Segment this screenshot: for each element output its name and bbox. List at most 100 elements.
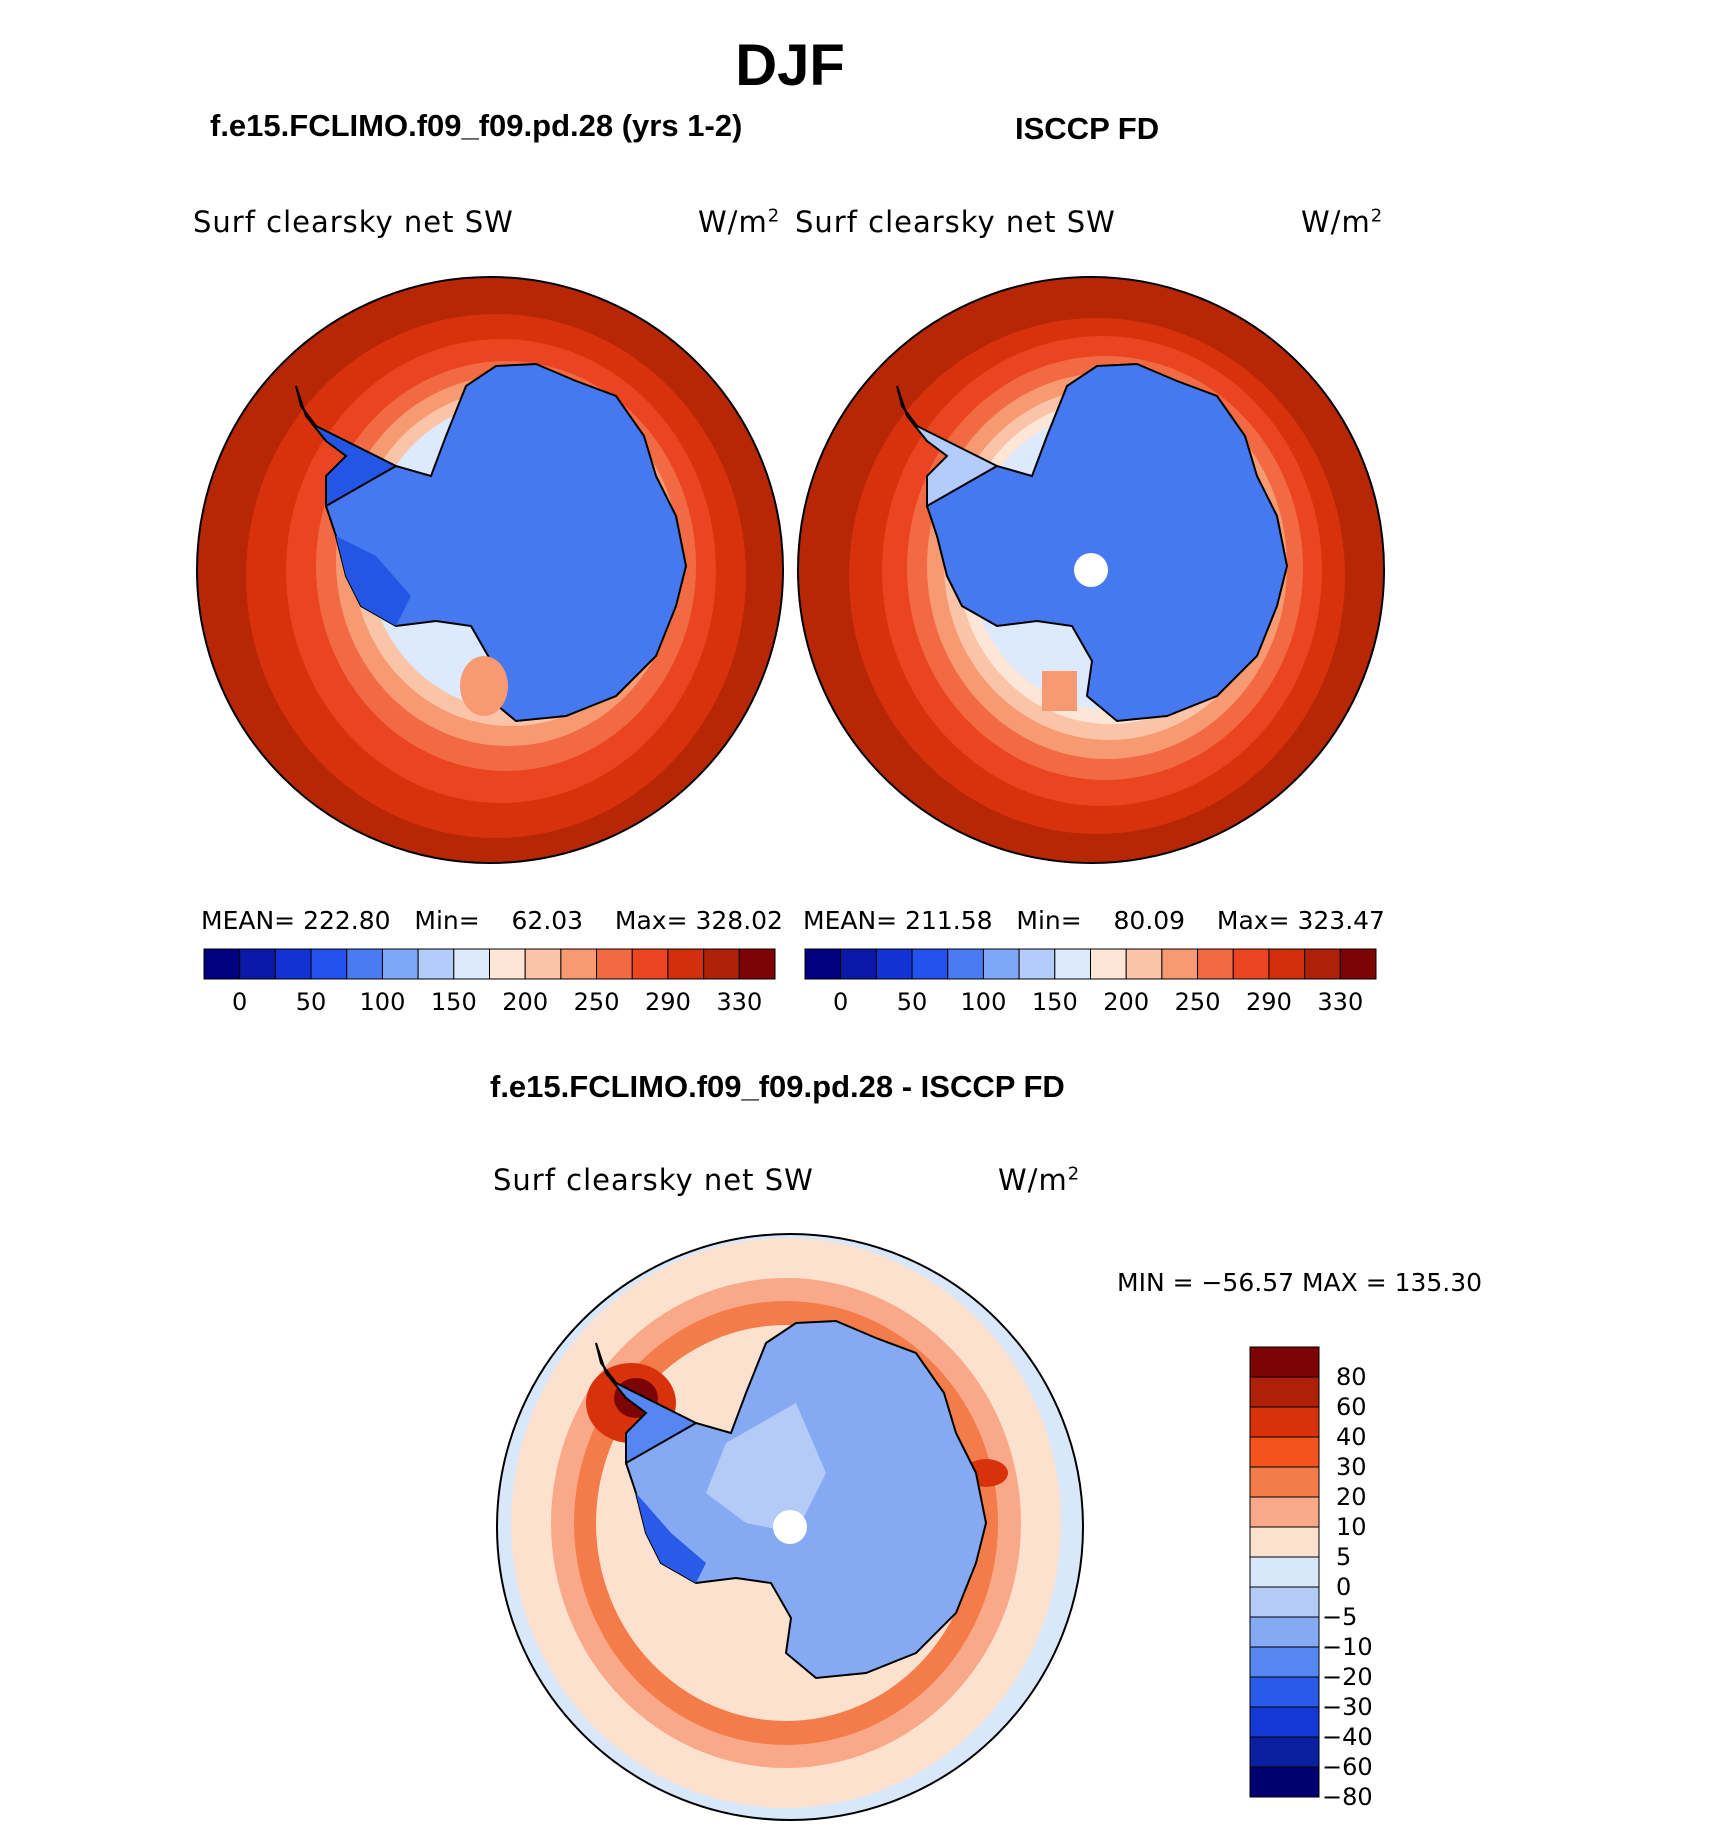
- model-colorbar-tick-label: 330: [716, 988, 763, 1016]
- model-colorbar-tick-label: 100: [359, 988, 406, 1016]
- obs-pole-hole: [1074, 553, 1108, 587]
- obs-variable-label: Surf clearsky net SW: [795, 205, 1116, 239]
- diff-colorbar-box: [1249, 1376, 1320, 1408]
- obs-colorbar-box: [1161, 948, 1199, 980]
- obs-colorbar-box: [840, 948, 877, 980]
- diff-colorbar-tick-label: −60: [1322, 1753, 1373, 1781]
- obs-ross-anomaly: [1042, 671, 1077, 711]
- diff-colorbar-box: [1249, 1706, 1320, 1738]
- diff-colorbar-tick-label: 40: [1336, 1423, 1367, 1451]
- diff-colorbar-tick-label: −20: [1322, 1663, 1373, 1691]
- diff-polar-map: [496, 1233, 1084, 1821]
- obs-colorbar-box: [1232, 948, 1270, 980]
- model-colorbar-box: [274, 948, 312, 980]
- obs-colorbar-tick-label: 330: [1317, 988, 1364, 1016]
- model-colorbar-tick-label: 200: [502, 988, 549, 1016]
- model-stats: MEAN= 222.80 Min= 62.03 Max= 328.02: [201, 906, 783, 935]
- model-wedge: [336, 536, 411, 626]
- model-colorbar-box: [524, 948, 562, 980]
- diff-units-label: W/m2: [998, 1163, 1081, 1197]
- obs-colorbar-box: [1018, 948, 1056, 980]
- obs-colorbar-box: [947, 948, 984, 980]
- obs-units-label: W/m2: [1301, 205, 1384, 239]
- diff-colorbar-box: [1249, 1556, 1320, 1588]
- obs-colorbar-box: [875, 948, 913, 980]
- diff-colorbar-tick-label: 10: [1336, 1513, 1367, 1541]
- model-colorbar-box: [703, 948, 740, 980]
- diff-panel-title: f.e15.FCLIMO.f09_f09.pd.28 - ISCCP FD: [490, 1069, 1065, 1104]
- diff-peninsula: [595, 1342, 699, 1465]
- diff-colorbar-box: [1249, 1496, 1320, 1528]
- model-colorbar-box: [453, 948, 490, 980]
- diff-minmax: MIN = −56.57 MAX = 135.30: [1117, 1268, 1483, 1297]
- diff-colorbar-tick-label: 30: [1336, 1453, 1367, 1481]
- model-colorbar-box: [310, 948, 348, 980]
- obs-colorbar-box: [1304, 948, 1341, 980]
- diff-colorbar-tick-label: −10: [1322, 1633, 1373, 1661]
- diff-colorbar-box: [1249, 1766, 1320, 1798]
- obs-colorbar-box: [1339, 948, 1377, 980]
- model-colorbar-box: [489, 948, 526, 980]
- obs-stats: MEAN= 211.58 Min= 80.09 Max= 323.47: [803, 906, 1385, 935]
- model-variable-label: Surf clearsky net SW: [193, 205, 514, 239]
- obs-colorbar: [804, 948, 1377, 980]
- diff-colorbar-box: [1249, 1616, 1320, 1648]
- obs-colorbar-tick-label: 0: [833, 988, 849, 1016]
- diff-colorbar-tick-label: 80: [1336, 1363, 1367, 1391]
- obs-colorbar-box: [1268, 948, 1306, 980]
- figure-title: DJF: [735, 33, 845, 98]
- model-colorbar-box: [667, 948, 705, 980]
- model-colorbar: [203, 948, 776, 980]
- obs-colorbar-box: [1090, 948, 1127, 980]
- diff-colorbar-box: [1249, 1676, 1320, 1708]
- obs-colorbar-tick-label: 200: [1103, 988, 1150, 1016]
- obs-colorbar-box: [1054, 948, 1091, 980]
- diff-colorbar-labels: 80 60 40 30 20 10 5 0 −5 −10 −20 −30 −40 −60 −80: [1322, 1347, 1432, 1811]
- obs-colorbar-tick-label: 100: [960, 988, 1007, 1016]
- model-colorbar-box: [631, 948, 669, 980]
- model-colorbar-tick-label: 50: [295, 988, 327, 1016]
- diff-interior-light: [706, 1403, 826, 1533]
- model-polar-map: [196, 276, 784, 864]
- diff-colorbar-box: [1249, 1436, 1320, 1468]
- diff-colorbar-box: [1249, 1736, 1320, 1768]
- diff-colorbar-box: [1249, 1646, 1320, 1678]
- diff-colorbar-tick-label: −5: [1322, 1603, 1358, 1631]
- diff-colorbar-tick-label: 0: [1336, 1573, 1352, 1601]
- model-colorbar-box: [203, 948, 241, 980]
- diff-colorbar-tick-label: 60: [1336, 1393, 1367, 1421]
- obs-colorbar-tick-label: 290: [1246, 988, 1292, 1016]
- model-colorbar-box: [346, 948, 383, 980]
- model-units-label: W/m2: [698, 205, 781, 239]
- model-colorbar-box: [381, 948, 419, 980]
- diff-colorbar-tick-label: 20: [1336, 1483, 1367, 1511]
- diff-colorbar-box: [1249, 1406, 1320, 1438]
- model-ross-anomaly: [460, 656, 508, 716]
- obs-colorbar-box: [911, 948, 949, 980]
- diff-colorbar-box: [1249, 1586, 1320, 1618]
- diff-colorbar-tick-label: 5: [1336, 1543, 1352, 1571]
- obs-colorbar-labels: 0 50 100 150 200 250 290 330: [805, 988, 1376, 1020]
- model-colorbar-box: [560, 948, 598, 980]
- obs-colorbar-tick-label: 250: [1174, 988, 1221, 1016]
- diff-map-border: [496, 1233, 1084, 1821]
- diff-colorbar: [1249, 1346, 1320, 1798]
- diff-variable-label: Surf clearsky net SW: [493, 1163, 814, 1197]
- obs-colorbar-box: [804, 948, 842, 980]
- model-colorbar-tick-label: 150: [430, 988, 477, 1016]
- model-panel-title: f.e15.FCLIMO.f09_f09.pd.28 (yrs 1-2): [210, 108, 743, 143]
- model-colorbar-box: [738, 948, 776, 980]
- diff-colorbar-tick-label: −80: [1322, 1783, 1373, 1811]
- model-colorbar-labels: 0 50 100 150 200 250 290 330: [204, 988, 775, 1020]
- model-colorbar-tick-label: 0: [232, 988, 248, 1016]
- obs-colorbar-tick-label: 150: [1031, 988, 1078, 1016]
- obs-colorbar-box: [982, 948, 1020, 980]
- obs-colorbar-box: [1197, 948, 1234, 980]
- obs-polar-map: [797, 276, 1385, 864]
- obs-peninsula: [896, 385, 1000, 508]
- obs-map-border: [797, 276, 1385, 864]
- model-colorbar-box: [596, 948, 633, 980]
- obs-colorbar-box: [1125, 948, 1163, 980]
- diff-colorbar-box: [1249, 1526, 1320, 1558]
- diff-colorbar-tick-label: −40: [1322, 1723, 1373, 1751]
